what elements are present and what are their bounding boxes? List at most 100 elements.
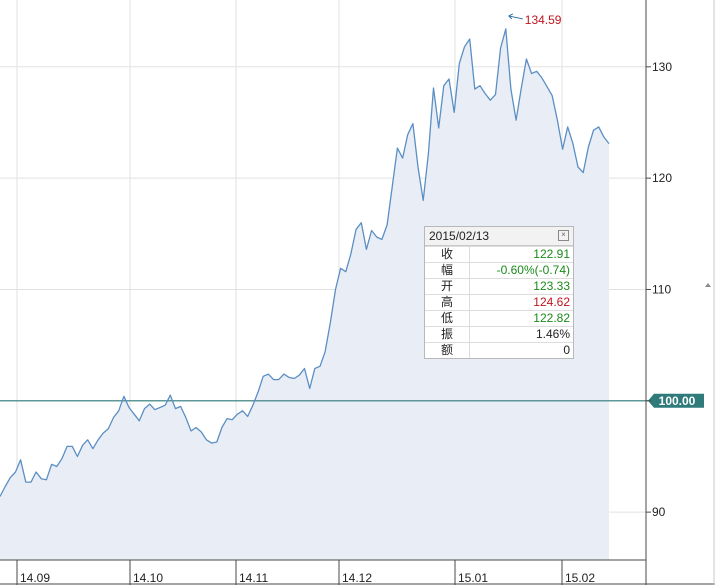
data-point[interactable] — [483, 91, 488, 96]
data-point[interactable] — [39, 476, 44, 481]
data-point[interactable] — [359, 220, 364, 225]
data-point[interactable] — [457, 61, 462, 66]
data-point[interactable] — [436, 126, 441, 131]
data-point[interactable] — [374, 235, 379, 240]
data-point[interactable] — [545, 84, 550, 89]
data-point[interactable] — [493, 92, 498, 97]
data-point[interactable] — [183, 415, 188, 420]
data-point[interactable] — [29, 480, 34, 485]
data-point[interactable] — [529, 71, 534, 76]
data-point[interactable] — [514, 118, 519, 123]
data-point[interactable] — [271, 377, 276, 382]
data-point[interactable] — [431, 86, 436, 91]
data-point[interactable] — [230, 417, 235, 422]
data-point[interactable] — [261, 374, 266, 379]
data-point[interactable] — [266, 372, 271, 377]
data-point[interactable] — [565, 124, 570, 129]
data-point[interactable] — [581, 170, 586, 175]
data-point[interactable] — [3, 484, 8, 489]
data-point[interactable] — [519, 86, 524, 91]
data-point[interactable] — [312, 366, 317, 371]
data-point[interactable] — [90, 446, 95, 451]
close-icon[interactable]: × — [558, 230, 569, 241]
data-point[interactable] — [318, 364, 323, 369]
data-point[interactable] — [235, 412, 240, 417]
data-point[interactable] — [498, 45, 503, 50]
data-point[interactable] — [245, 414, 250, 419]
data-point[interactable] — [555, 118, 560, 123]
data-point[interactable] — [534, 69, 539, 74]
data-point[interactable] — [426, 151, 431, 156]
data-point[interactable] — [168, 393, 173, 398]
data-point[interactable] — [343, 269, 348, 274]
data-point[interactable] — [116, 408, 121, 413]
data-point[interactable] — [250, 403, 255, 408]
data-point[interactable] — [338, 266, 343, 271]
data-point[interactable] — [8, 475, 13, 480]
data-point[interactable] — [379, 237, 384, 242]
data-point[interactable] — [214, 440, 219, 445]
data-point[interactable] — [178, 404, 183, 409]
data-point[interactable] — [416, 165, 421, 170]
data-point[interactable] — [59, 456, 64, 461]
data-point[interactable] — [307, 386, 312, 391]
data-point[interactable] — [539, 75, 544, 80]
data-point[interactable] — [410, 121, 415, 126]
data-point[interactable] — [65, 444, 70, 449]
data-point[interactable] — [570, 141, 575, 146]
data-point[interactable] — [173, 406, 178, 411]
data-point[interactable] — [225, 416, 230, 421]
data-point[interactable] — [596, 124, 601, 129]
data-point[interactable] — [292, 376, 297, 381]
data-point[interactable] — [576, 165, 581, 170]
data-point[interactable] — [142, 406, 147, 411]
data-point[interactable] — [405, 132, 410, 137]
data-point[interactable] — [369, 228, 374, 233]
data-point[interactable] — [276, 377, 281, 382]
data-point[interactable] — [328, 320, 333, 325]
data-point[interactable] — [13, 470, 18, 475]
data-point[interactable] — [163, 403, 168, 408]
data-point[interactable] — [147, 402, 152, 407]
data-point[interactable] — [219, 425, 224, 430]
data-point[interactable] — [508, 87, 513, 92]
data-point[interactable] — [302, 366, 307, 371]
data-point[interactable] — [75, 454, 80, 459]
data-point[interactable] — [421, 198, 426, 203]
data-point[interactable] — [524, 57, 529, 62]
data-point[interactable] — [80, 443, 85, 448]
data-point[interactable] — [297, 373, 302, 378]
data-point[interactable] — [111, 415, 116, 420]
series-line[interactable] — [0, 28, 610, 497]
data-point[interactable] — [586, 145, 591, 150]
data-point[interactable] — [281, 372, 286, 377]
data-point[interactable] — [70, 444, 75, 449]
data-point[interactable] — [395, 146, 400, 151]
data-point[interactable] — [462, 44, 467, 49]
data-point[interactable] — [204, 437, 209, 442]
data-point[interactable] — [447, 77, 452, 82]
data-point[interactable] — [550, 93, 555, 98]
data-point[interactable] — [478, 83, 483, 88]
data-point[interactable] — [127, 405, 132, 410]
data-point[interactable] — [23, 480, 28, 485]
data-point[interactable] — [44, 477, 49, 482]
data-point[interactable] — [467, 37, 472, 42]
data-point[interactable] — [132, 412, 137, 417]
data-point[interactable] — [488, 98, 493, 103]
data-point[interactable] — [364, 247, 369, 252]
data-point[interactable] — [18, 457, 23, 462]
data-point[interactable] — [240, 408, 245, 413]
data-point[interactable] — [189, 428, 194, 433]
data-point[interactable] — [194, 425, 199, 430]
data-point[interactable] — [560, 147, 565, 152]
data-point[interactable] — [137, 418, 142, 423]
data-point[interactable] — [209, 441, 214, 446]
data-point[interactable] — [199, 430, 204, 435]
data-point[interactable] — [121, 394, 126, 399]
data-point[interactable] — [348, 251, 353, 256]
data-point[interactable] — [323, 349, 328, 354]
data-point[interactable] — [452, 110, 457, 115]
resize-arrow-icon[interactable] — [705, 283, 711, 287]
